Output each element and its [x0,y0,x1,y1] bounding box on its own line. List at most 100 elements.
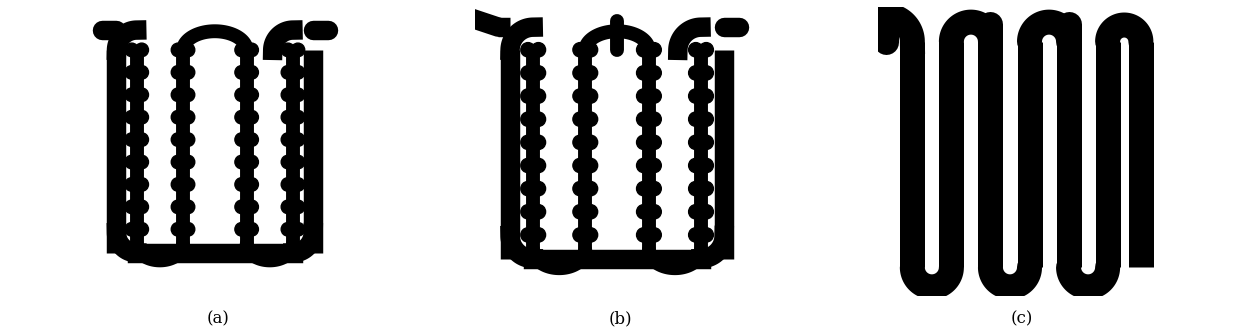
Polygon shape [284,209,303,219]
Polygon shape [237,97,255,107]
Circle shape [521,158,536,172]
Circle shape [244,110,258,124]
Circle shape [647,89,661,103]
Polygon shape [639,52,658,63]
Polygon shape [237,52,255,62]
Circle shape [531,204,546,219]
Circle shape [531,112,546,126]
Circle shape [636,228,651,242]
Circle shape [181,155,195,169]
Circle shape [521,112,536,126]
Polygon shape [284,187,303,196]
Circle shape [281,133,295,147]
Circle shape [647,135,661,150]
Polygon shape [691,52,711,63]
Circle shape [244,222,258,236]
Circle shape [688,228,703,242]
Circle shape [171,177,185,191]
Circle shape [244,88,258,102]
Circle shape [583,135,598,150]
Circle shape [125,66,139,79]
Circle shape [135,88,149,102]
Polygon shape [575,145,595,155]
Circle shape [291,43,305,57]
Polygon shape [575,237,595,248]
Circle shape [699,158,713,172]
Polygon shape [575,168,595,178]
Polygon shape [639,98,658,109]
Circle shape [573,66,588,80]
Circle shape [647,204,661,219]
Circle shape [125,200,139,214]
Circle shape [521,66,536,80]
Polygon shape [284,120,303,129]
Polygon shape [284,52,303,62]
Circle shape [521,135,536,150]
Polygon shape [575,52,595,63]
Polygon shape [237,164,255,174]
Polygon shape [575,75,595,86]
Circle shape [688,112,703,126]
Circle shape [636,158,651,172]
Circle shape [171,110,185,124]
Polygon shape [639,145,658,155]
Circle shape [281,222,295,236]
Polygon shape [174,187,192,196]
Circle shape [234,222,248,236]
Circle shape [699,204,713,219]
Circle shape [636,112,651,126]
Polygon shape [639,168,658,178]
Polygon shape [174,120,192,129]
Polygon shape [128,187,146,196]
Polygon shape [523,168,543,178]
Circle shape [125,177,139,191]
Circle shape [647,66,661,80]
Polygon shape [691,145,711,155]
Circle shape [699,181,713,196]
Circle shape [531,228,546,242]
Circle shape [688,66,703,80]
Polygon shape [284,97,303,107]
Polygon shape [237,231,255,241]
Circle shape [531,181,546,196]
Circle shape [531,66,546,80]
Circle shape [171,43,185,57]
Polygon shape [237,209,255,219]
Circle shape [636,66,651,80]
Circle shape [521,204,536,219]
Polygon shape [575,214,595,224]
Polygon shape [174,231,192,241]
Circle shape [636,181,651,196]
Polygon shape [128,164,146,174]
Polygon shape [639,191,658,201]
Polygon shape [284,142,303,152]
Circle shape [531,158,546,172]
Circle shape [291,110,305,124]
Circle shape [171,88,185,102]
Circle shape [181,43,195,57]
Circle shape [688,158,703,172]
Circle shape [181,110,195,124]
Circle shape [135,110,149,124]
Polygon shape [237,142,255,152]
Circle shape [234,177,248,191]
Circle shape [521,228,536,242]
Circle shape [171,66,185,79]
Circle shape [573,135,588,150]
Circle shape [688,89,703,103]
Polygon shape [691,191,711,201]
Circle shape [636,43,651,57]
Circle shape [573,228,588,242]
Circle shape [636,204,651,219]
Circle shape [125,155,139,169]
Circle shape [244,200,258,214]
Circle shape [521,181,536,196]
Polygon shape [237,75,255,85]
Polygon shape [639,75,658,86]
Circle shape [531,43,546,57]
Polygon shape [128,75,146,85]
Polygon shape [691,214,711,224]
Polygon shape [174,75,192,85]
Circle shape [281,177,295,191]
Circle shape [699,135,713,150]
